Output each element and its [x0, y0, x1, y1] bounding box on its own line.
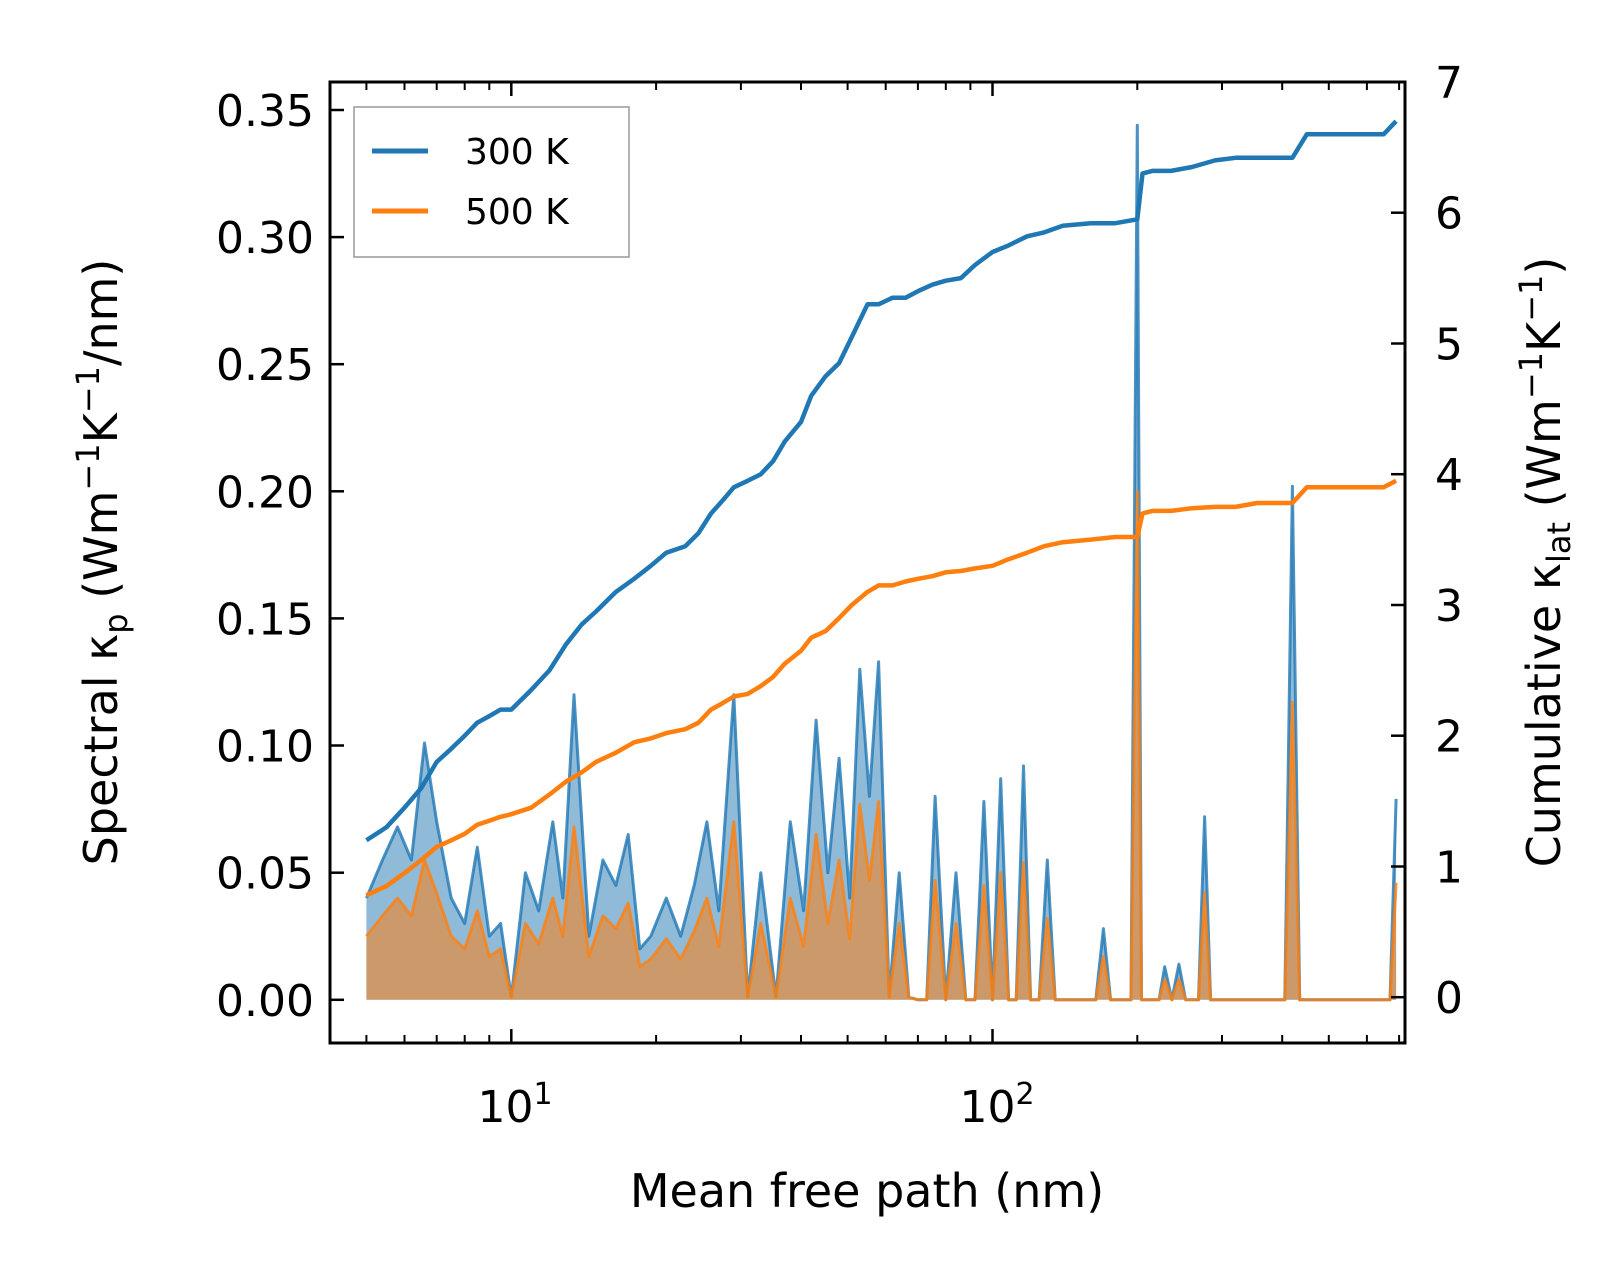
- legend-label-300k: 300 K: [465, 132, 570, 173]
- y-axis-left-title: Spectral κp (Wm−1K−1/nm): [69, 259, 135, 866]
- spectral-series-layer: [365, 123, 1398, 1002]
- y-left-tick-label: 0.00: [216, 976, 314, 1027]
- cumulative-line-500k: [365, 478, 1398, 898]
- spectral-area-500k: [366, 491, 1397, 1000]
- y-right-tick-label: 2: [1435, 712, 1463, 763]
- x-tick-label-10: 101: [477, 1077, 552, 1133]
- y-right-tick-label: 0: [1435, 973, 1463, 1024]
- y-axis-right-title: Cumulative κlat (Wm−1K−1): [1512, 257, 1578, 868]
- spectral-line-500k: [365, 489, 1398, 1002]
- y-left-tick-label: 0.10: [216, 722, 314, 773]
- y-left-tick-label: 0.25: [216, 340, 314, 391]
- y-right-tick-label: 6: [1435, 189, 1463, 240]
- y-left-tick-label: 0.30: [216, 213, 314, 264]
- y-left-tick-label: 0.05: [216, 849, 314, 900]
- legend-label-500k: 500 K: [465, 192, 570, 233]
- y-right-tick-label: 5: [1435, 320, 1463, 371]
- cumulative-line-300k: [365, 119, 1398, 843]
- y-right-tick-label: 3: [1435, 581, 1463, 632]
- y-right-tick-label: 1: [1435, 843, 1463, 894]
- y-right-tick-label: 4: [1435, 450, 1463, 501]
- y-left-tick-label: 0.35: [216, 86, 314, 137]
- x-axis-title: Mean free path (nm): [630, 1164, 1104, 1218]
- y-right-tick-label: 7: [1435, 58, 1463, 109]
- legend-box: [353, 106, 630, 258]
- y-left-tick-label: 0.20: [216, 467, 314, 518]
- axis-ticks: 0.00 0.05 0.10 0.15 0.20 0.25 0.30 0.35 0 1 2 3 4 5 6 7: [216, 58, 1463, 1043]
- cumulative-series-layer: [365, 119, 1398, 898]
- x-tick-label-100: 102: [959, 1077, 1034, 1133]
- y-left-tick-label: 0.15: [216, 594, 314, 645]
- plot-frame: [328, 80, 1407, 1045]
- legend: 300 K 500 K: [353, 106, 630, 258]
